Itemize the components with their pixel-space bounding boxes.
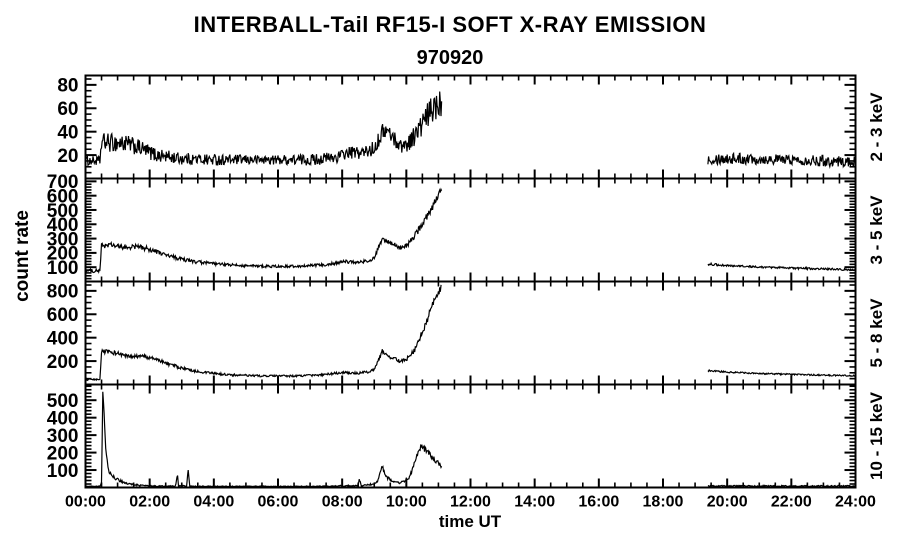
count-rate-trace bbox=[85, 391, 443, 488]
y-tick-label: 60 bbox=[57, 99, 78, 120]
x-tick-label: 04:00 bbox=[193, 494, 234, 511]
x-tick-label: 18:00 bbox=[643, 494, 684, 511]
y-tick-label: 500 bbox=[47, 391, 79, 412]
x-tick-label: 06:00 bbox=[258, 494, 299, 511]
x-tick-label: 22:00 bbox=[771, 494, 812, 511]
count-rate-trace bbox=[707, 261, 856, 272]
x-axis-tick-labels: 00:00 02:00 04:00 06:00 08:00 10:00 12:00 14:00… bbox=[65, 494, 876, 511]
count-rate-trace bbox=[707, 368, 856, 378]
y-tick-label: 600 bbox=[47, 187, 79, 208]
y-tick-label: 400 bbox=[47, 329, 79, 350]
x-tick-label: 08:00 bbox=[322, 494, 363, 511]
y-tick-label: 800 bbox=[47, 282, 79, 303]
y-axis-title: count rate bbox=[12, 210, 33, 302]
y-tick-label: 600 bbox=[47, 305, 79, 326]
x-tick-label: 00:00 bbox=[65, 494, 106, 511]
count-rate-trace bbox=[84, 91, 443, 167]
y-tick-label: 200 bbox=[47, 244, 79, 265]
y-tick-label: 200 bbox=[47, 443, 79, 464]
panel-frame bbox=[84, 383, 857, 489]
count-rate-trace bbox=[707, 484, 856, 488]
y-tick-label: 40 bbox=[57, 123, 78, 144]
count-rate-trace bbox=[84, 284, 442, 383]
y-tick-label: 20 bbox=[57, 146, 78, 167]
panel-frame bbox=[84, 280, 857, 386]
panel-frame bbox=[84, 74, 857, 180]
y-tick-label: 200 bbox=[47, 352, 79, 373]
x-tick-label: 14:00 bbox=[514, 494, 555, 511]
y-tick-label: 500 bbox=[47, 201, 79, 222]
panel-label-10-15kev: 10 - 15 keV bbox=[867, 392, 886, 480]
count-rate-trace bbox=[85, 187, 443, 275]
panel-label-2-3kev: 2 - 3 keV bbox=[867, 92, 886, 162]
y-tick-label: 80 bbox=[57, 76, 78, 97]
count-rate-trace bbox=[707, 151, 857, 169]
chart-title: INTERBALL-Tail RF15-I SOFT X-RAY EMISSIO… bbox=[193, 12, 707, 37]
chart-subtitle: 970920 bbox=[416, 47, 484, 69]
y-tick-label: 400 bbox=[47, 215, 79, 236]
y-tick-label: 300 bbox=[47, 229, 79, 250]
y-tick-label: 100 bbox=[47, 461, 79, 482]
y-tick-label: 700 bbox=[47, 172, 79, 193]
y-tick-label: 400 bbox=[47, 409, 79, 430]
x-tick-label: 02:00 bbox=[129, 494, 170, 511]
panel-label-3-5kev: 3 - 5 keV bbox=[867, 195, 886, 265]
x-tick-label: 24:00 bbox=[835, 494, 876, 511]
panel-label-5-8kev: 5 - 8 keV bbox=[867, 298, 886, 368]
x-tick-label: 20:00 bbox=[707, 494, 748, 511]
y-tick-label: 100 bbox=[47, 258, 79, 279]
x-tick-label: 10:00 bbox=[386, 494, 427, 511]
x-axis-title: time UT bbox=[438, 512, 502, 531]
y-tick-label: 300 bbox=[47, 426, 79, 447]
x-tick-label: 12:00 bbox=[450, 494, 491, 511]
x-tick-label: 16:00 bbox=[578, 494, 619, 511]
